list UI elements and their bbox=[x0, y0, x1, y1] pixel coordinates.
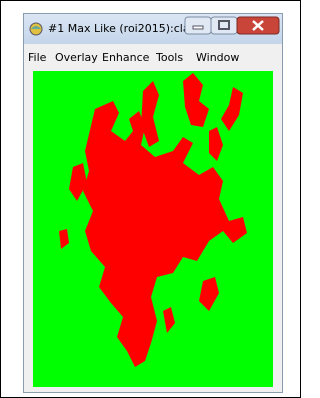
menu-item[interactable]: Overlay bbox=[55, 51, 98, 64]
title-bar: #1 Max Like (roi2015):cla... bbox=[24, 14, 282, 44]
app-icon bbox=[28, 21, 44, 37]
window-buttons bbox=[184, 16, 280, 36]
menu-bar: File Overlay Enhance Tools Window bbox=[24, 48, 282, 68]
maximize-button[interactable] bbox=[211, 17, 237, 34]
screenshot: #1 Max Like (roi2015):cla... File Overlay… bbox=[0, 0, 301, 398]
menu-item[interactable]: Enhance bbox=[102, 51, 149, 64]
menu-item[interactable]: Window bbox=[196, 51, 239, 64]
menu-item[interactable]: File bbox=[28, 51, 46, 64]
window: #1 Max Like (roi2015):cla... File Overlay… bbox=[23, 13, 283, 393]
classification-image bbox=[33, 71, 273, 387]
window-title: #1 Max Like (roi2015):cla... bbox=[48, 22, 200, 35]
menu-item[interactable]: Tools bbox=[156, 51, 183, 64]
